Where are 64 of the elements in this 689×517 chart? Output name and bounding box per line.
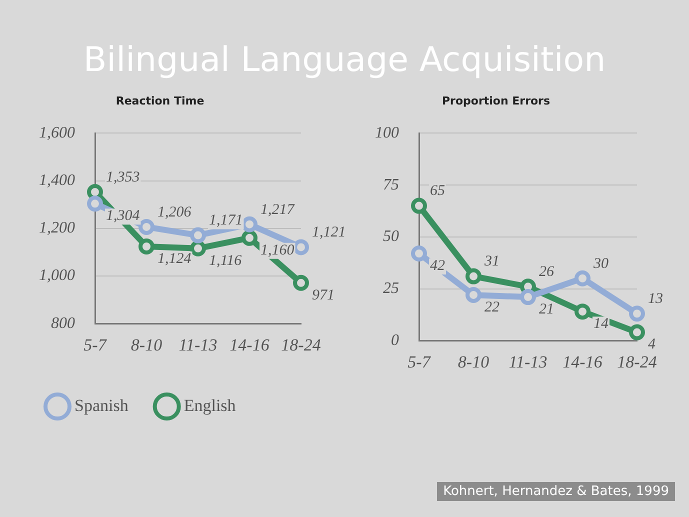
text: Kohnert, Hernandez & Bates, 1999 [437, 482, 675, 501]
data-label: 30 [592, 256, 609, 272]
x-tick-label: 11-13 [508, 352, 548, 372]
y-tick-label: 1,600 [39, 124, 75, 142]
y-tick-label: 1,400 [39, 172, 75, 190]
x-tick-label: 11-13 [178, 335, 218, 354]
data-label: 22 [484, 299, 500, 316]
data-label: 21 [539, 301, 554, 318]
data-label: 971 [312, 287, 334, 304]
data-label: 1,124 [158, 250, 192, 267]
x-tick-label: 14-16 [562, 352, 603, 372]
data-label: 4 [648, 336, 656, 353]
y-tick-label: 50 [383, 228, 399, 246]
point [242, 216, 258, 232]
point [138, 238, 154, 254]
x-tick-label: 18-24 [617, 352, 658, 372]
data-label: 1,353 [106, 169, 140, 186]
point [629, 324, 645, 340]
point [190, 240, 206, 256]
x-tick-label: 14-16 [230, 335, 270, 354]
data-label: 1,217 [260, 202, 296, 218]
point [466, 268, 482, 284]
data-label: 42 [430, 258, 446, 274]
data-label: 1,304 [106, 208, 140, 224]
point [520, 289, 536, 306]
data-label: 1,206 [158, 204, 192, 220]
y-tick-label: 75 [383, 176, 399, 194]
data-label: 13 [648, 291, 663, 308]
point [87, 184, 103, 200]
y-tick-label: 100 [375, 124, 399, 142]
point [574, 304, 590, 320]
point [138, 218, 154, 235]
data-label: 65 [430, 183, 446, 200]
data-label: 31 [484, 254, 500, 270]
y-tick-label: 25 [383, 280, 399, 297]
point [629, 306, 645, 322]
y-tick-label: 1,200 [39, 220, 75, 237]
data-label: 14 [594, 316, 609, 332]
chart-subtitle: Reaction Time [116, 94, 204, 108]
data-label: 1,171 [209, 212, 243, 229]
point [293, 274, 309, 291]
point [293, 239, 309, 256]
point [190, 227, 206, 244]
chart-subtitle: Proportion Errors [442, 94, 550, 108]
point [242, 230, 258, 246]
point [87, 196, 103, 212]
data-label: 1,160 [260, 242, 295, 258]
y-tick-label: 0 [391, 332, 399, 349]
data-label: 1,116 [209, 252, 242, 269]
x-tick-label: 8-10 [130, 335, 163, 354]
point [411, 245, 427, 262]
point [574, 270, 590, 286]
data-label: 26 [539, 264, 554, 280]
legend-label: English [184, 396, 236, 415]
y-tick-label: 1,000 [39, 267, 75, 284]
point [466, 286, 482, 303]
y-tick-label: 800 [51, 314, 75, 332]
x-tick-label: 5-7 [408, 352, 432, 372]
data-label: 1,121 [312, 224, 346, 241]
x-tick-label: 8-10 [458, 352, 490, 372]
legend-label: Spanish [74, 396, 129, 415]
x-tick-label: 18-24 [281, 335, 322, 354]
x-tick-label: 5-7 [84, 335, 108, 354]
point [411, 198, 427, 214]
